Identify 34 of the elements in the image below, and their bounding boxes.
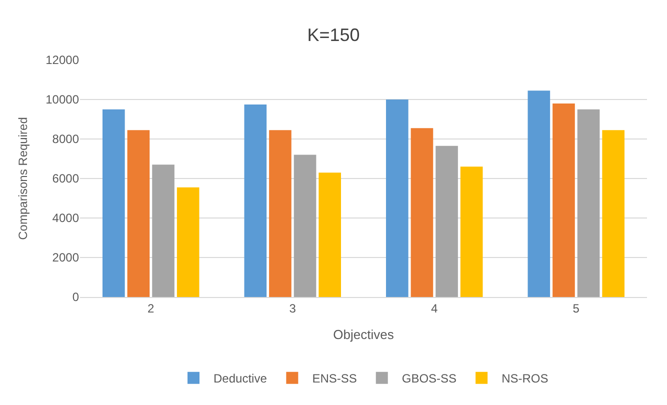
y-tick-label: 10000	[46, 92, 80, 107]
bar	[410, 128, 434, 297]
legend-label: GBOS-SS	[402, 372, 457, 386]
bar	[176, 187, 200, 297]
bar	[294, 154, 316, 297]
y-tick-label: 6000	[52, 172, 80, 186]
bar	[460, 166, 483, 297]
y-tick-label: 4000	[52, 211, 80, 226]
bar	[552, 103, 575, 297]
x-tick-label: 5	[572, 301, 580, 316]
bar	[602, 130, 624, 297]
bar	[244, 104, 267, 297]
bar	[102, 109, 125, 297]
legend-label: NS-ROS	[502, 372, 548, 386]
x-tick-label: 3	[289, 301, 296, 316]
bar	[436, 146, 458, 297]
bar	[127, 130, 150, 297]
bar	[318, 172, 341, 297]
bar	[577, 109, 600, 297]
y-tick-label: 0	[72, 290, 80, 304]
y-tick-label: 12000	[46, 53, 80, 68]
y-axis-title: Comparisons Required	[16, 117, 30, 240]
bar	[528, 90, 550, 297]
x-axis-title: Objectives	[333, 327, 394, 342]
chart-title: K=150	[307, 24, 360, 45]
legend-label: ENS-SS	[312, 372, 357, 386]
x-tick-label: 2	[148, 301, 155, 316]
x-tick-label: 4	[431, 301, 438, 316]
bar	[152, 164, 174, 297]
legend-label: Deductive	[214, 372, 268, 386]
bar	[386, 100, 408, 297]
y-tick-label: 2000	[52, 250, 80, 265]
bar	[269, 130, 292, 297]
y-tick-label: 8000	[52, 132, 80, 146]
